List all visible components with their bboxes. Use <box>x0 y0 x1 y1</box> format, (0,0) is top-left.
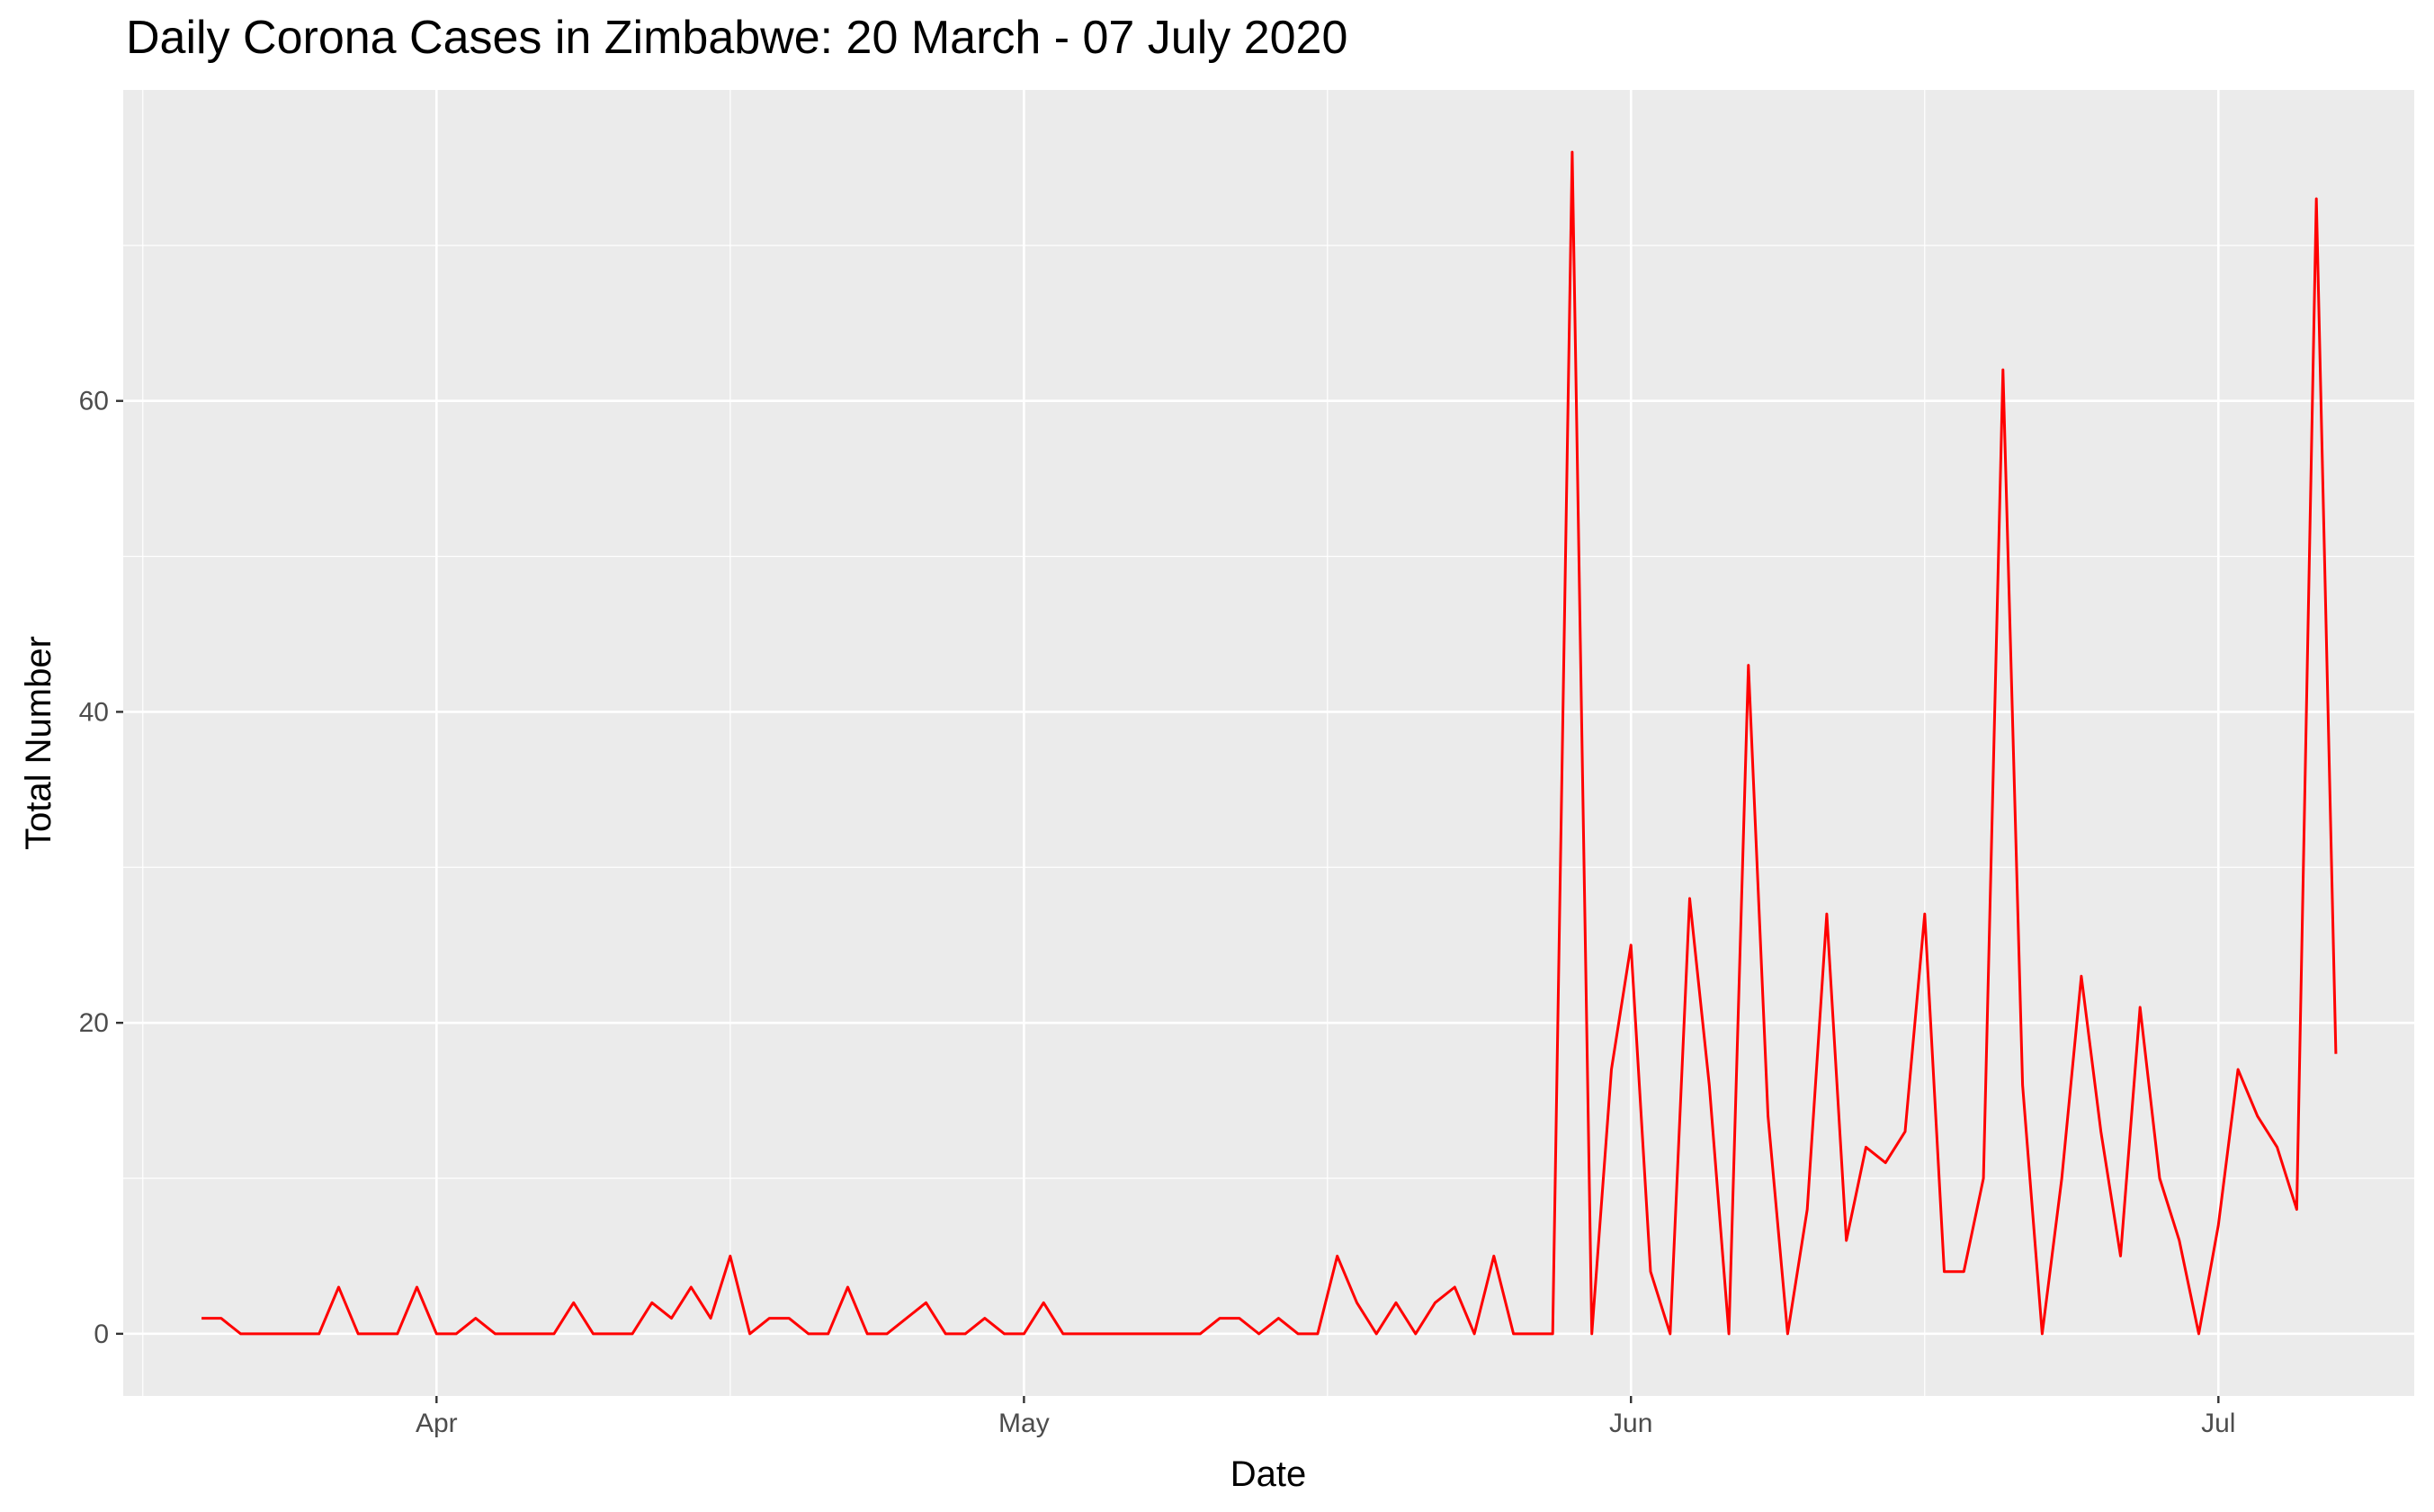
grid-minor <box>123 90 2414 1396</box>
y-tick-labels: 0 20 40 60 <box>79 387 109 1349</box>
plot-panel <box>123 90 2414 1396</box>
series-line <box>201 150 2338 1336</box>
y-tick-label: 40 <box>79 697 109 727</box>
x-tick-labels: Apr May Jun Jul <box>416 1409 2236 1438</box>
x-tick-label: May <box>998 1409 1050 1438</box>
axis-ticks <box>116 399 2220 1403</box>
y-tick-label: 0 <box>94 1320 109 1349</box>
x-axis-title: Date <box>1230 1454 1307 1494</box>
y-tick-label: 20 <box>79 1008 109 1038</box>
series-layer <box>201 150 2338 1336</box>
x-tick-label: Jul <box>2201 1409 2235 1438</box>
y-axis-title: Total Number <box>19 636 58 850</box>
y-tick-label: 60 <box>79 387 109 416</box>
x-tick-label: Jun <box>1609 1409 1652 1438</box>
chart-title: Daily Corona Cases in Zimbabwe: 20 March… <box>126 12 1348 64</box>
x-tick-label: Apr <box>416 1409 458 1438</box>
